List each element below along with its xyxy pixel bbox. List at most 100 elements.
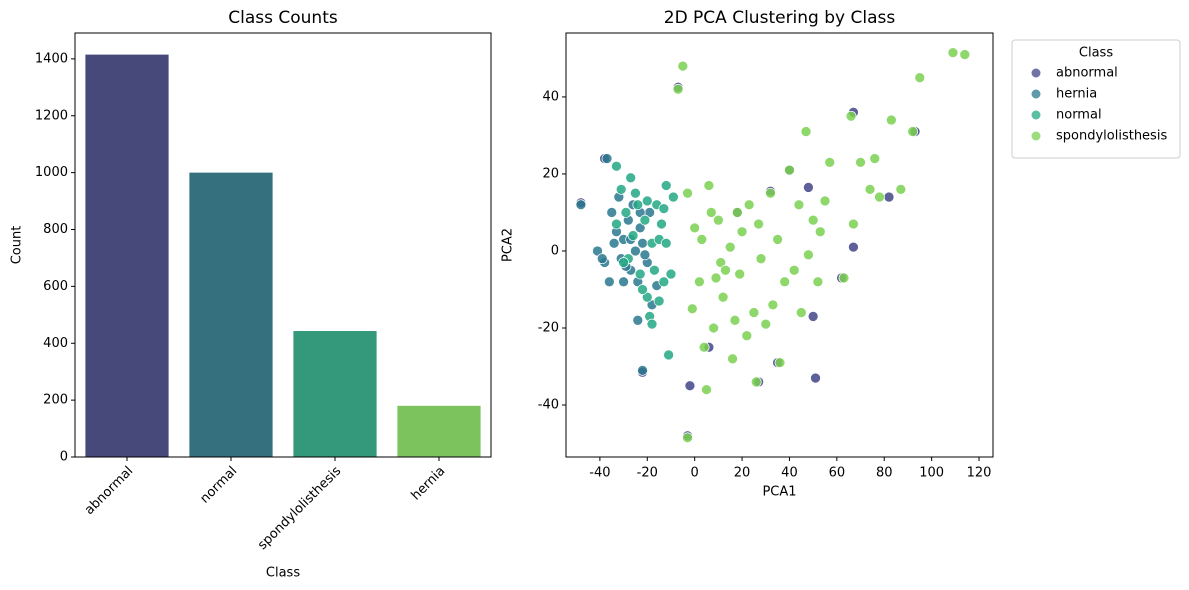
x-axis-label: Class bbox=[266, 566, 300, 581]
scatter-point bbox=[701, 384, 712, 395]
scatter-point bbox=[696, 234, 708, 245]
scatter-point bbox=[637, 284, 648, 295]
scatter-point bbox=[727, 353, 738, 365]
scatter-point bbox=[814, 226, 826, 238]
scatter-point bbox=[713, 214, 724, 226]
scatter-point bbox=[658, 276, 670, 288]
scatter-point bbox=[634, 268, 646, 280]
scatter-point bbox=[810, 372, 821, 384]
scatter-point bbox=[765, 187, 776, 199]
scatter-point bbox=[682, 432, 693, 444]
scatter-point bbox=[611, 218, 622, 230]
legend-label: hernia bbox=[1056, 87, 1097, 102]
scatter-point bbox=[630, 187, 641, 199]
scatter-point bbox=[660, 180, 672, 191]
scatter-point bbox=[812, 276, 824, 288]
scatter-point bbox=[800, 126, 812, 137]
scatter-point bbox=[819, 195, 831, 207]
scatter-point bbox=[705, 207, 717, 218]
scatter-point bbox=[606, 207, 618, 218]
x-tick-label: 120 bbox=[967, 466, 992, 481]
x-tick-label: 80 bbox=[876, 466, 893, 481]
scatter-point bbox=[795, 307, 807, 318]
x-tick-label: 60 bbox=[829, 466, 846, 481]
bar bbox=[85, 54, 169, 458]
scatter-point bbox=[848, 218, 859, 230]
legend-title: Class bbox=[1079, 46, 1113, 61]
scatter-point bbox=[698, 341, 710, 353]
scatter-point bbox=[883, 191, 895, 203]
x-tick-label: 40 bbox=[781, 466, 798, 481]
scatter-point bbox=[575, 199, 587, 211]
scatter-point bbox=[665, 268, 677, 280]
scatter-point bbox=[838, 272, 850, 284]
x-tick-label: 100 bbox=[919, 466, 944, 481]
scatter-point bbox=[743, 199, 755, 211]
y-tick-label: 0 bbox=[60, 450, 68, 465]
scatter-point bbox=[715, 257, 727, 268]
x-tick-label: -40 bbox=[589, 466, 610, 481]
legend-marker bbox=[1031, 89, 1041, 99]
x-tick-label: -20 bbox=[637, 466, 658, 481]
chart-title: 2D PCA Clustering by Class bbox=[664, 8, 896, 28]
legend-label: normal bbox=[1056, 108, 1102, 123]
scatter-point bbox=[689, 222, 701, 234]
scatter-point bbox=[653, 295, 665, 307]
y-tick-label: 200 bbox=[43, 393, 68, 408]
scatter-point bbox=[708, 322, 719, 334]
legend-label: abnormal bbox=[1056, 66, 1118, 81]
scatter-point bbox=[907, 126, 919, 137]
scatter-point bbox=[611, 160, 622, 172]
scatter-point bbox=[608, 237, 620, 249]
scatter-point bbox=[663, 349, 674, 361]
scatter-point bbox=[618, 276, 629, 288]
scatter-point bbox=[656, 218, 667, 230]
y-axis-label: PCA2 bbox=[501, 228, 516, 262]
scatter-point bbox=[784, 164, 795, 176]
legend-marker bbox=[1031, 68, 1041, 78]
scatter-point bbox=[710, 272, 722, 284]
scatter-point bbox=[885, 114, 897, 126]
y-tick-label: 40 bbox=[542, 89, 559, 104]
scatter-point bbox=[803, 182, 814, 193]
y-tick-label: -20 bbox=[538, 320, 559, 335]
scatter-point bbox=[755, 253, 767, 265]
scatter-point bbox=[615, 184, 627, 195]
scatter-point bbox=[947, 47, 959, 58]
scatter-point bbox=[658, 203, 670, 214]
scatter-point bbox=[667, 191, 679, 203]
scatter-point bbox=[803, 249, 814, 261]
y-tick-label: 1200 bbox=[35, 108, 68, 123]
x-tick-label: hernia bbox=[409, 464, 449, 504]
y-tick-label: 1000 bbox=[35, 165, 68, 180]
legend: Class abnormal hernia normal spondylolisthes… bbox=[1011, 39, 1181, 159]
scatter-point bbox=[717, 291, 729, 303]
scatter-point bbox=[677, 60, 689, 72]
scatter-point bbox=[748, 307, 760, 318]
y-tick-label: 400 bbox=[43, 336, 68, 351]
scatter-point bbox=[639, 249, 651, 261]
scatter-point bbox=[750, 376, 762, 388]
bar bbox=[397, 405, 481, 457]
scatter-point bbox=[686, 303, 698, 315]
scatter-point bbox=[639, 214, 651, 226]
scatter-point bbox=[895, 184, 907, 195]
x-tick-label: 20 bbox=[734, 466, 751, 481]
scatter-point bbox=[672, 83, 684, 95]
scatter-point bbox=[660, 237, 672, 249]
axes-frame bbox=[74, 32, 492, 458]
scatter-point bbox=[869, 153, 881, 164]
scatter-point bbox=[807, 311, 819, 322]
x-tick-label: abnormal bbox=[82, 464, 136, 518]
scatter-point bbox=[793, 199, 805, 211]
scatter-point bbox=[641, 195, 653, 207]
scatter-point bbox=[634, 222, 646, 234]
scatter-point bbox=[641, 291, 653, 303]
scatter-point bbox=[845, 110, 857, 122]
scatter-point bbox=[682, 187, 693, 199]
scatter-point bbox=[632, 199, 644, 211]
scatter-point bbox=[807, 214, 819, 226]
bar bbox=[189, 172, 273, 458]
scatter-point bbox=[630, 245, 641, 257]
scatter-point bbox=[760, 318, 772, 330]
